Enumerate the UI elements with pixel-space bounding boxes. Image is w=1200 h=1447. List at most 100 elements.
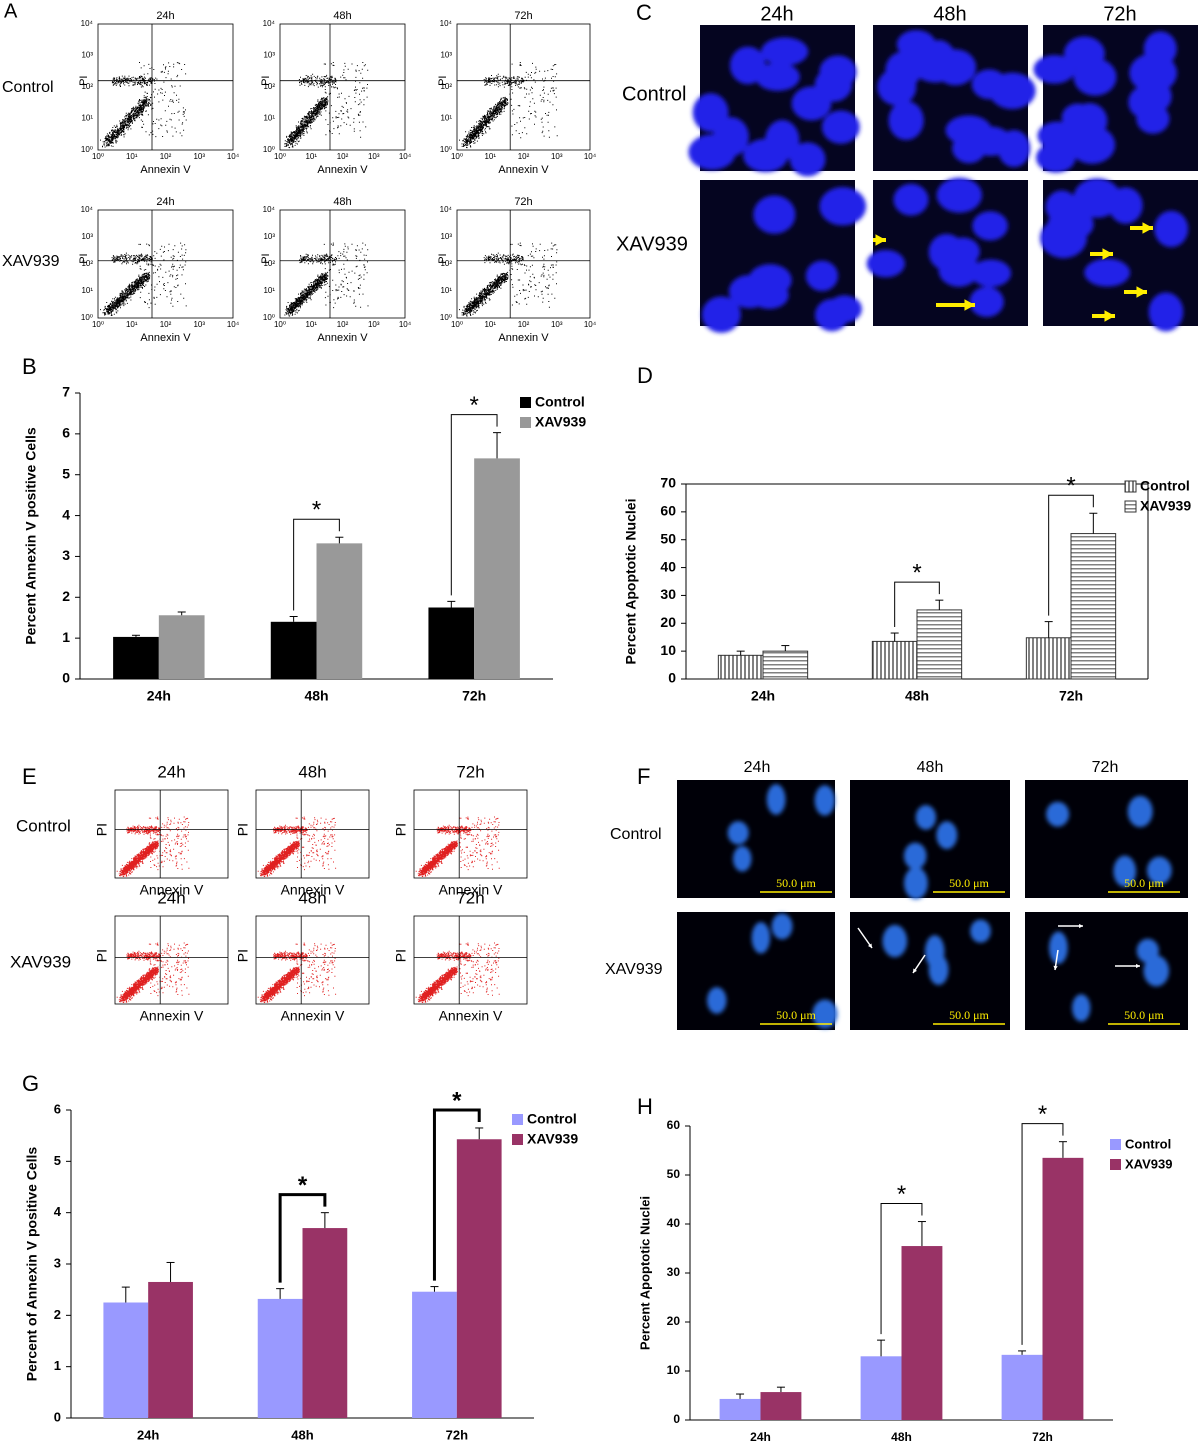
nucleus [753,195,796,234]
y-tick-label: 4 [54,1204,62,1219]
y-axis-label: PI [393,823,409,836]
nucleus [755,62,800,91]
nucleus [815,298,849,332]
x-axis-label: Annexin V [140,1008,204,1024]
nucleus [743,138,789,173]
axis-tick-label: 10⁴ [399,152,412,161]
axis-tick-label: 10⁴ [440,205,453,214]
axis-tick-label: 10⁰ [81,145,93,154]
panel-label: F [637,764,650,789]
row-label: Control [16,816,71,835]
axis-tick-label: 10³ [440,232,452,241]
nucleus [1037,121,1077,150]
significance-mark: * [469,392,478,419]
y-tick-label: 3 [54,1255,61,1270]
axis-tick-label: 10³ [551,320,563,329]
column-title: 48h [917,759,944,776]
nucleus [866,249,905,278]
nucleus [997,129,1031,168]
panel-label: H [637,1094,653,1119]
nucleus [1146,856,1172,885]
cell-scatter-texture [284,62,369,149]
column-title: 24h [744,759,771,776]
axis-tick-label: 10² [160,152,172,161]
x-axis-label: Annexin V [281,882,345,898]
cell-scatter-texture [415,942,500,1003]
y-tick-label: 7 [62,384,70,400]
bar [860,1356,902,1420]
x-tick-label: 48h [291,1427,313,1442]
axis-tick-label: 10⁰ [274,152,286,161]
row-label: XAV939 [605,961,663,978]
panel-label: B [22,354,37,379]
y-axis-label: Percent of Annexin V positive Cells [24,1147,40,1382]
bar [871,640,918,680]
significance-bracket [293,518,340,611]
y-tick-label: 70 [660,475,676,491]
x-axis-label: Annexin V [498,332,549,344]
axis-tick-label: 10² [263,259,275,268]
nucleus [789,142,826,177]
nucleus [903,842,927,870]
axis-tick-label: 10¹ [484,320,496,329]
arrow-head [1136,286,1147,298]
legend-swatch [520,417,531,428]
x-axis-label: Annexin V [140,332,191,344]
y-tick-label: 1 [54,1358,61,1373]
nucleus [1129,53,1177,93]
y-tick-label: 0 [62,670,70,686]
scale-bar-label: 50.0 μm [776,1008,816,1022]
bar [270,621,317,679]
axis-tick-label: 10² [440,259,452,268]
y-tick-label: 40 [660,558,676,574]
legend-swatch [520,397,531,408]
y-tick-label: 60 [667,1118,681,1132]
legend-label: Control [1125,1136,1171,1151]
nucleus [1045,190,1078,224]
y-tick-label: 5 [54,1153,61,1168]
cell-scatter-texture [284,242,369,317]
panel-label: C [636,0,652,25]
plot-title: 48h [298,762,326,781]
significance-bracket [278,1193,327,1283]
axis-tick-label: 10⁴ [584,152,597,161]
cell-scatter-texture [257,942,337,1003]
micrograph [677,780,835,898]
plot-title: 48h [298,888,326,907]
nucleus [1068,125,1116,164]
bar [1025,637,1072,680]
nucleus [1127,795,1153,828]
y-tick-label: 6 [54,1101,61,1116]
nucleus [692,93,729,133]
y-tick-label: 2 [62,588,70,604]
x-tick-label: 72h [446,1427,468,1442]
y-tick-label: 0 [668,670,676,686]
x-tick-label: 72h [1059,688,1083,704]
significance-mark: * [298,1172,308,1199]
plot-title: 72h [456,762,484,781]
legend-swatch [1124,480,1137,493]
nuclei [688,37,860,177]
row-label: Control [610,826,662,843]
nucleus [888,100,924,141]
legend-swatch [512,1114,523,1125]
legend-swatch [512,1134,523,1145]
bar [456,1139,502,1418]
y-axis-label: Percent Apoptotic Nuclei [637,1196,652,1350]
axis-tick-label: 10¹ [126,152,138,161]
nucleus [936,177,983,213]
plot-title: 24h [157,762,185,781]
significance-bracket [894,581,940,628]
x-axis-label: Annexin V [140,882,204,898]
bar [302,1228,348,1418]
nucleus [751,922,771,954]
arrow [857,927,873,949]
significance-bracket [1048,494,1094,616]
arrow-head [1104,310,1115,322]
panel-label: G [22,1071,39,1096]
nucleus [904,866,928,900]
legend-label: Control [535,394,585,410]
axis-tick-label: 10¹ [440,286,452,295]
nuclei [882,919,991,986]
plot-title: 48h [333,10,351,22]
